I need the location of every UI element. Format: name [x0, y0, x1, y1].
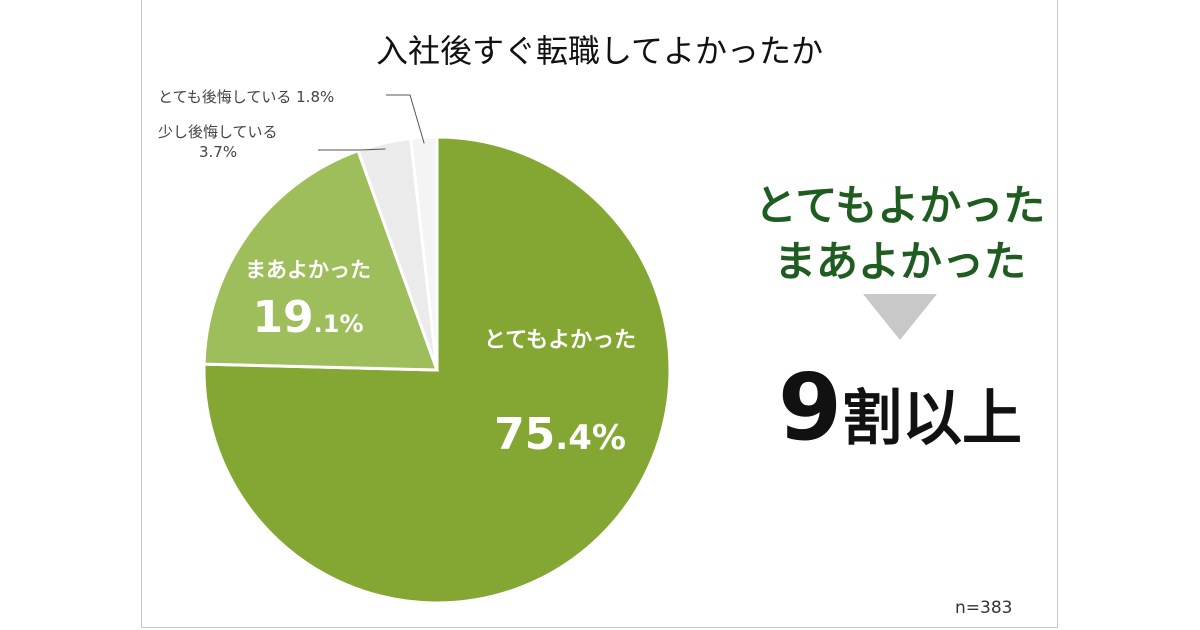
slice-value-int: 75 [494, 409, 556, 460]
slice-label-totemo-yokatta: とてもよかった [483, 328, 637, 353]
slice-value-dec: .4% [555, 418, 626, 458]
callout-line-1: とてもよかった [754, 181, 1046, 230]
result-text: 割以上 [842, 384, 1022, 454]
leader-line-sukoshi-koukai [318, 148, 386, 151]
summary-callout: とてもよかった まあよかった 9割以上 [690, 172, 1110, 472]
slice-value-totemo-yokatta: 75.4% [430, 384, 690, 466]
callout-result: 9割以上 [690, 354, 1110, 461]
slice-value-sukoshi-koukai: 3.7% [199, 143, 238, 161]
leader-line-totemo-koukai [386, 94, 425, 144]
callout-line-2: まあよかった [773, 237, 1026, 286]
slice-label-sukoshi-koukai: 少し後悔している [158, 123, 278, 141]
chart-title: 入社後すぐ転職してよかったか [375, 32, 824, 70]
slice-maa-yokatta [202, 148, 440, 372]
slice-value-int: 19 [252, 292, 314, 343]
down-arrow-icon [863, 294, 937, 340]
slice-label-totemo-koukai: とても後悔している 1.8% [158, 86, 334, 107]
sample-size-note: n=383 [955, 598, 1013, 618]
slice-label-maa-yokatta: まあよかった [245, 258, 371, 282]
result-number: 9 [777, 354, 842, 461]
slice-value-text: 1.8% [296, 88, 335, 106]
slice-label-text: とても後悔している [158, 88, 292, 106]
slice-value-maa-yokatta: 19.1% [218, 292, 398, 343]
slice-totemo-koukai [409, 135, 439, 371]
slice-value-dec: .1% [313, 310, 364, 338]
